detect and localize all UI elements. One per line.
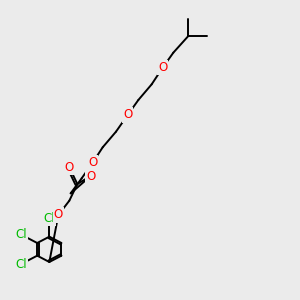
Text: O: O	[88, 156, 97, 169]
Text: Cl: Cl	[44, 212, 55, 225]
Text: O: O	[123, 109, 132, 122]
Text: Cl: Cl	[15, 258, 27, 271]
Text: O: O	[54, 208, 63, 221]
Text: O: O	[158, 61, 167, 74]
Text: Cl: Cl	[15, 228, 27, 241]
Text: O: O	[65, 161, 74, 174]
Text: O: O	[86, 169, 95, 182]
